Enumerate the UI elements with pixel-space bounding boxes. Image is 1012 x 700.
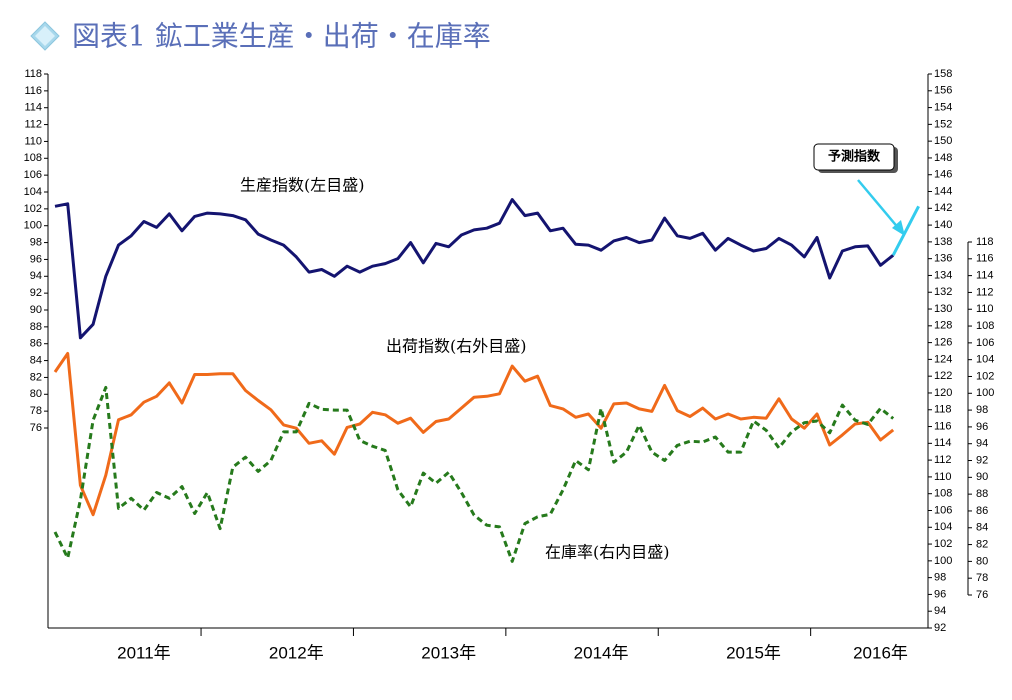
series-line: [891, 205, 920, 256]
callout-arrow: [857, 179, 901, 231]
y3-tick-label: 108: [976, 320, 994, 332]
y2-tick-label: 126: [934, 337, 952, 349]
y-tick-label: 76: [30, 422, 42, 434]
y3-tick-label: 114: [976, 270, 994, 282]
y3-tick-label: 106: [976, 337, 994, 349]
y2-tick-label: 108: [934, 488, 952, 500]
y2-tick-label: 148: [934, 152, 952, 164]
y2-tick-label: 110: [934, 471, 952, 483]
y3-tick-label: 86: [976, 505, 988, 517]
y2-tick-label: 156: [934, 85, 952, 97]
y-tick-label: 108: [24, 152, 42, 164]
y3-tick-label: 102: [976, 370, 994, 382]
y3-tick-label: 118: [976, 236, 994, 248]
y2-tick-label: 104: [934, 521, 952, 533]
y2-tick-label: 140: [934, 219, 952, 231]
y3-tick-label: 112: [976, 286, 994, 298]
x-tick-label: 2016年: [853, 643, 908, 662]
callout-box: [813, 143, 895, 171]
y3-tick-label: 116: [976, 253, 994, 265]
y2-tick-label: 94: [934, 605, 946, 617]
y3-tick-label: 100: [976, 387, 994, 399]
y2-tick-label: 146: [934, 169, 952, 181]
y2-tick-label: 112: [934, 454, 952, 466]
y-tick-label: 90: [30, 304, 42, 316]
chart-title: 図表1 鉱工業生産・出荷・在庫率: [72, 20, 491, 53]
y2-tick-label: 118: [934, 404, 952, 416]
y-tick-label: 112: [24, 118, 42, 130]
y3-tick-label: 110: [976, 303, 994, 315]
y3-tick-label: 88: [976, 488, 988, 500]
y-tick-label: 102: [24, 203, 42, 215]
series-label: 在庫率(右内目盛): [545, 543, 670, 562]
y-tick-label: 118: [24, 68, 42, 80]
y2-tick-label: 114: [934, 437, 952, 449]
y3-tick-label: 96: [976, 421, 988, 433]
y2-tick-label: 152: [934, 118, 952, 130]
y2-tick-label: 116: [934, 420, 952, 432]
y3-tick-label: 98: [976, 404, 988, 416]
y3-tick-label: 90: [976, 471, 988, 483]
y2-tick-label: 134: [934, 269, 952, 281]
y3-tick-label: 76: [976, 589, 988, 601]
y2-tick-label: 106: [934, 504, 952, 516]
y-tick-label: 86: [30, 338, 42, 350]
title-icon: [30, 21, 60, 51]
y3-tick-label: 104: [976, 354, 994, 366]
y2-tick-label: 128: [934, 320, 952, 332]
y-tick-label: 88: [30, 321, 42, 333]
y-tick-label: 110: [24, 135, 42, 147]
y-tick-label: 100: [24, 220, 42, 232]
y3-tick-label: 80: [976, 555, 988, 567]
y-tick-label: 92: [30, 287, 42, 299]
y2-tick-label: 130: [934, 303, 952, 315]
y2-tick-label: 120: [934, 387, 952, 399]
callout-arrowhead: [892, 220, 905, 236]
series-label: 出荷指数(右外目盛): [386, 337, 527, 356]
y-tick-label: 94: [30, 270, 42, 282]
y2-tick-label: 142: [934, 202, 952, 214]
series-line: [53, 385, 895, 563]
x-tick-label: 2014年: [574, 643, 629, 662]
y-tick-label: 84: [30, 354, 42, 366]
series-label: 生産指数(左目盛): [240, 176, 365, 195]
y2-tick-label: 144: [934, 185, 952, 197]
x-tick-label: 2012年: [269, 643, 324, 662]
y-tick-label: 98: [30, 236, 42, 248]
y-tick-label: 106: [24, 169, 42, 181]
x-tick-label: 2011年: [117, 643, 171, 662]
y2-tick-label: 92: [934, 622, 946, 634]
y-tick-label: 82: [30, 371, 42, 383]
y2-tick-label: 132: [934, 286, 952, 298]
y3-tick-label: 94: [976, 438, 988, 450]
y2-tick-label: 138: [934, 236, 952, 248]
x-tick-label: 2013年: [421, 643, 476, 662]
y-tick-label: 96: [30, 253, 42, 265]
series-line: [54, 198, 895, 340]
y2-tick-label: 136: [934, 253, 952, 265]
series-line: [53, 352, 895, 517]
y2-tick-label: 154: [934, 101, 952, 113]
plot: 76 78 80 82 84 86 88 90 92 94 96 98 100 102 104 106 108 1…: [24, 68, 995, 663]
y2-tick-label: 96: [934, 588, 946, 600]
y2-tick-label: 102: [934, 538, 952, 550]
y3-tick-label: 92: [976, 454, 988, 466]
y3-tick-label: 78: [976, 572, 988, 584]
y2-tick-label: 150: [934, 135, 952, 147]
y-tick-label: 78: [30, 405, 42, 417]
y2-tick-label: 124: [934, 353, 952, 365]
y2-tick-label: 122: [934, 370, 952, 382]
x-tick-label: 2015年: [726, 643, 781, 662]
y3-tick-label: 82: [976, 538, 988, 550]
y2-tick-label: 158: [934, 68, 952, 80]
y-tick-label: 116: [24, 85, 42, 97]
y2-tick-label: 98: [934, 572, 946, 584]
callout-label: 予測指数: [828, 149, 881, 165]
y2-tick-label: 100: [934, 555, 952, 567]
y3-tick-label: 84: [976, 522, 988, 534]
y-tick-label: 114: [24, 102, 42, 114]
y-tick-label: 104: [24, 186, 42, 198]
y-tick-label: 80: [30, 388, 42, 400]
